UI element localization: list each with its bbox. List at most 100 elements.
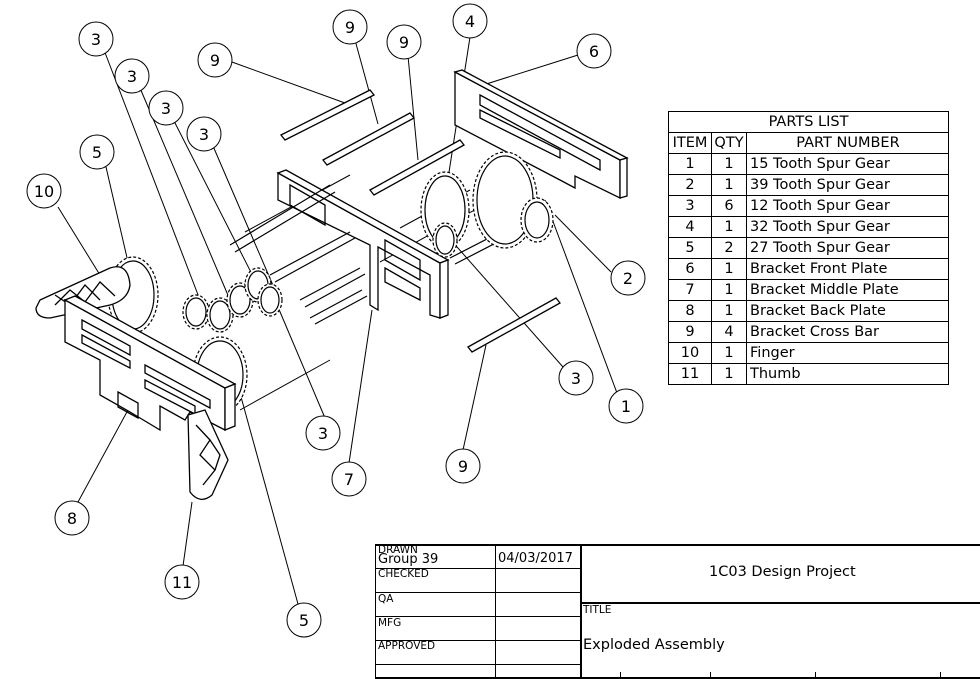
item-cell: 7 xyxy=(668,279,712,301)
parts-list-table: PARTS LIST ITEM QTY PART NUMBER 1 1 15 Too… xyxy=(668,111,949,385)
balloon-3b: 3 xyxy=(114,58,150,94)
balloon-3f: 3 xyxy=(305,415,341,451)
title-label: TITLE xyxy=(583,604,612,616)
drawing-title: Exploded Assembly xyxy=(583,637,725,653)
part-number-cell: 15 Tooth Spur Gear xyxy=(746,153,949,175)
part-number-cell: 39 Tooth Spur Gear xyxy=(746,174,949,196)
parts-list-body: 1 1 15 Tooth Spur Gear 2 1 39 Tooth Spur Gear… xyxy=(668,153,949,385)
svg-text:9: 9 xyxy=(399,33,409,52)
balloon-9c: 9 xyxy=(386,24,422,60)
header-part-number: PART NUMBER xyxy=(746,132,949,154)
approved-label: APPROVED xyxy=(378,640,436,652)
thumb xyxy=(187,409,229,500)
item-cell: 1 xyxy=(668,153,712,175)
svg-text:3: 3 xyxy=(571,369,581,388)
qty-cell: 1 xyxy=(711,174,747,196)
item-cell: 6 xyxy=(668,258,712,280)
parts-list-row: 4 1 32 Tooth Spur Gear xyxy=(668,216,949,238)
item-cell: 5 xyxy=(668,237,712,259)
svg-text:1: 1 xyxy=(621,397,631,416)
balloon-7: 7 xyxy=(331,461,367,497)
parts-list-row: 5 2 27 Tooth Spur Gear xyxy=(668,237,949,259)
part-number-cell: Bracket Cross Bar xyxy=(746,321,949,343)
svg-text:3: 3 xyxy=(91,30,101,49)
parts-list-row: 11 1 Thumb xyxy=(668,363,949,385)
qty-cell: 1 xyxy=(711,363,747,385)
balloon-9b: 9 xyxy=(332,9,368,45)
parts-list-header-row: ITEM QTY PART NUMBER xyxy=(668,132,949,154)
checked-label: CHECKED xyxy=(378,568,429,580)
balloon-4: 4 xyxy=(452,3,488,39)
svg-text:11: 11 xyxy=(172,573,192,592)
balloon-5b: 5 xyxy=(286,602,322,638)
drawn-date: 04/03/2017 xyxy=(498,551,573,566)
bracket-cross-bars xyxy=(279,89,561,353)
svg-text:3: 3 xyxy=(127,67,137,86)
balloon-5a: 5 xyxy=(79,134,115,170)
svg-text:5: 5 xyxy=(92,143,102,162)
part-number-cell: 32 Tooth Spur Gear xyxy=(746,216,949,238)
balloon-3c: 3 xyxy=(148,90,184,126)
qty-cell: 1 xyxy=(711,153,747,175)
balloon-9d: 9 xyxy=(445,448,481,484)
bracket-middle-plate xyxy=(276,169,450,319)
balloon-3e: 3 xyxy=(558,360,594,396)
svg-text:3: 3 xyxy=(318,424,328,443)
qa-label: QA xyxy=(378,593,394,605)
balloon-3a: 3 xyxy=(78,21,114,57)
item-cell: 11 xyxy=(668,363,712,385)
svg-text:7: 7 xyxy=(344,470,354,489)
parts-list-caption-row: PARTS LIST xyxy=(668,111,949,133)
parts-list-row: 7 1 Bracket Middle Plate xyxy=(668,279,949,301)
bracket-back-plate xyxy=(63,295,237,432)
qty-cell: 1 xyxy=(711,216,747,238)
balloon-10: 10 xyxy=(26,173,62,209)
svg-text:9: 9 xyxy=(210,51,220,70)
mfg-label: MFG xyxy=(378,617,402,629)
parts-list-row: 10 1 Finger xyxy=(668,342,949,364)
parts-list-row: 9 4 Bracket Cross Bar xyxy=(668,321,949,343)
qty-cell: 4 xyxy=(711,321,747,343)
parts-list-row: 8 1 Bracket Back Plate xyxy=(668,300,949,322)
title-block: DRAWN Group 39 04/03/2017 CHECKED QA MFG… xyxy=(375,544,980,679)
balloon-1: 1 xyxy=(608,388,644,424)
item-cell: 8 xyxy=(668,300,712,322)
balloon-11: 11 xyxy=(164,564,200,600)
svg-text:10: 10 xyxy=(34,182,54,201)
svg-text:3: 3 xyxy=(199,125,209,144)
svg-text:3: 3 xyxy=(161,99,171,118)
balloon-6: 6 xyxy=(576,33,612,69)
header-qty: QTY xyxy=(711,132,747,154)
part-number-cell: Thumb xyxy=(746,363,949,385)
part-number-cell: Bracket Back Plate xyxy=(746,300,949,322)
item-cell: 10 xyxy=(668,342,712,364)
parts-list-row: 6 1 Bracket Front Plate xyxy=(668,258,949,280)
svg-text:6: 6 xyxy=(589,42,599,61)
item-cell: 9 xyxy=(668,321,712,343)
qty-cell: 1 xyxy=(711,258,747,280)
header-item: ITEM xyxy=(668,132,712,154)
balloons: 3 3 3 3 9 9 9 4 6 5 10 2 3 1 3 7 9 8 11 … xyxy=(26,3,646,638)
svg-text:4: 4 xyxy=(465,12,475,31)
svg-text:5: 5 xyxy=(299,611,309,630)
parts-list-row: 3 6 12 Tooth Spur Gear xyxy=(668,195,949,217)
balloon-2: 2 xyxy=(610,260,646,296)
parts-list-row: 1 1 15 Tooth Spur Gear xyxy=(668,153,949,175)
bracket-front-plate xyxy=(453,69,629,200)
svg-text:9: 9 xyxy=(345,18,355,37)
item-cell: 3 xyxy=(668,195,712,217)
part-number-cell: 27 Tooth Spur Gear xyxy=(746,237,949,259)
qty-cell: 6 xyxy=(711,195,747,217)
qty-cell: 1 xyxy=(711,342,747,364)
part-number-cell: Bracket Middle Plate xyxy=(746,279,949,301)
qty-cell: 1 xyxy=(711,300,747,322)
balloon-8: 8 xyxy=(54,500,90,536)
item-cell: 4 xyxy=(668,216,712,238)
part-number-cell: 12 Tooth Spur Gear xyxy=(746,195,949,217)
balloon-3d: 3 xyxy=(186,116,222,152)
drawn-by: Group 39 xyxy=(378,552,439,567)
item-cell: 2 xyxy=(668,174,712,196)
svg-text:2: 2 xyxy=(623,269,633,288)
svg-text:8: 8 xyxy=(67,509,77,528)
